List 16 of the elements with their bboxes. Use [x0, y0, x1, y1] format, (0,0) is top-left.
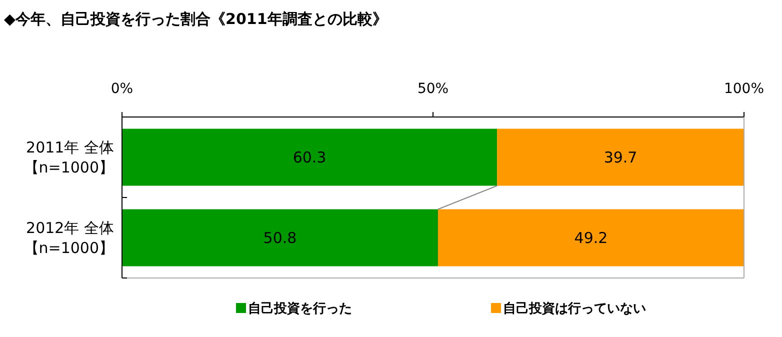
data-label: 60.3 [292, 148, 326, 166]
y-tick-label: 2012年 全体【n=1000】 [24, 219, 114, 257]
bar [122, 209, 438, 266]
data-label: 49.2 [574, 229, 608, 247]
bar [438, 209, 744, 266]
x-tick-label: 0% [110, 81, 134, 97]
x-tick-label: 50% [417, 81, 449, 97]
legend-label: 自己投資は行っていない [503, 302, 646, 317]
chart-title: ◆今年、自己投資を行った割合《2011年調査との比較》 [4, 10, 388, 28]
bar [497, 128, 744, 186]
y-tick-label: 2011年 全体【n=1000】 [24, 138, 114, 176]
x-tick-label: 100% [724, 81, 764, 97]
legend-label: 自己投資を行った [248, 302, 352, 317]
data-label: 39.7 [604, 148, 638, 166]
data-label: 50.8 [263, 229, 297, 247]
bar [122, 128, 498, 186]
